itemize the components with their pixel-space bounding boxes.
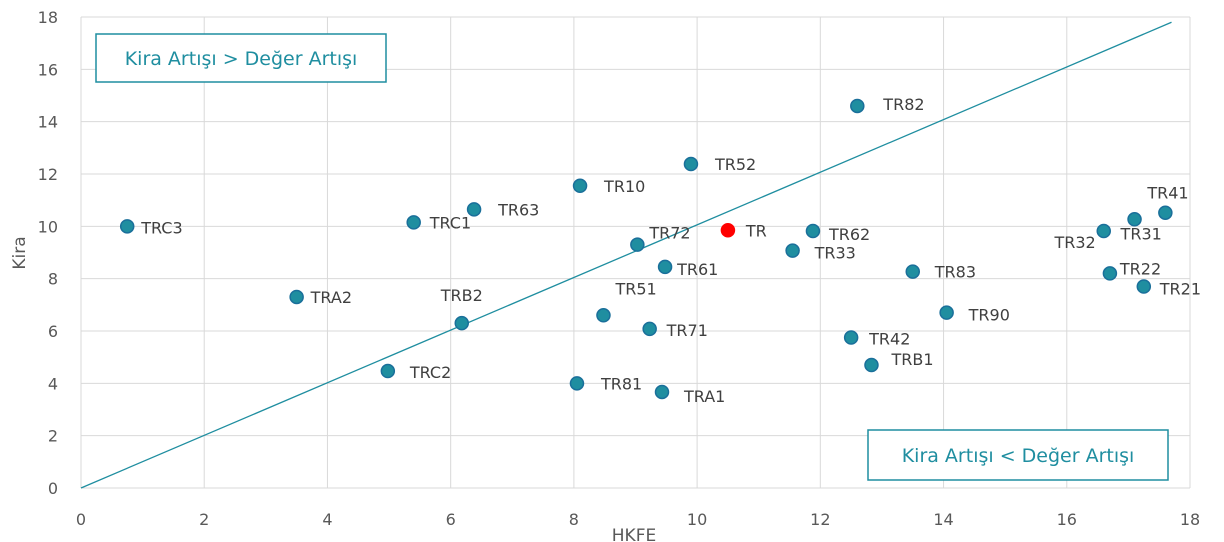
grid-lines <box>80 16 1191 489</box>
data-point <box>454 315 470 331</box>
data-point <box>805 223 821 239</box>
point-label: TRB1 <box>890 350 933 369</box>
data-point <box>850 98 865 114</box>
data-point <box>406 215 421 230</box>
point-label: TR33 <box>814 244 856 263</box>
data-point <box>654 384 670 400</box>
x-tick-label: 18 <box>1180 510 1200 529</box>
point-label: TR52 <box>714 155 756 174</box>
x-tick-label: 8 <box>569 510 579 529</box>
data-point <box>939 305 954 320</box>
point-label: TR41 <box>1146 184 1188 203</box>
point-label: TR71 <box>666 321 708 340</box>
data-point <box>596 308 611 323</box>
data-point <box>843 330 859 345</box>
data-point <box>864 357 879 373</box>
data-point <box>785 243 800 258</box>
point-label: TR82 <box>882 95 924 114</box>
point-label: TR <box>745 221 767 240</box>
y-axis-title: Kira <box>10 236 30 269</box>
data-point <box>380 363 396 379</box>
data-point <box>466 202 482 217</box>
point-label: TRB2 <box>440 286 483 305</box>
x-tick-label: 10 <box>687 510 707 529</box>
y-tick-label: 2 <box>48 427 58 446</box>
annotation-top-left: Kira Artışı > Değer Artışı <box>95 33 387 83</box>
annotation-box-top-left <box>95 33 387 83</box>
annotation-text-bottom-right: Kira Artışı < Değer Artışı <box>902 445 1135 467</box>
point-label: TR62 <box>828 225 870 244</box>
y-tick-label: 10 <box>38 217 58 236</box>
data-point <box>630 237 645 252</box>
x-tick-label: 4 <box>322 510 332 529</box>
x-tick-label: 0 <box>76 510 86 529</box>
x-axis-title: HKFE <box>612 526 656 542</box>
axis-ticks: 0 2 4 6 8 10 12 14 16 18 0 2 4 6 8 10 12 14 16 18 <box>38 8 1201 529</box>
annotation-text-top-left: Kira Artışı > Değer Artışı <box>125 48 358 70</box>
data-point <box>1127 212 1142 227</box>
data-point <box>289 289 304 305</box>
chart-marks: TRC3 TRA2 TRC2 TRC1 TRB2 TR63 TR81 TR10 TR51 TR72… <box>119 95 1201 406</box>
x-tick-label: 2 <box>199 510 209 529</box>
point-label: TR32 <box>1053 233 1095 252</box>
point-label: TRC2 <box>409 363 451 382</box>
point-label: TR10 <box>603 177 645 196</box>
point-label: TRA1 <box>683 387 725 406</box>
x-tick-label: 12 <box>810 510 830 529</box>
data-point <box>1102 266 1118 281</box>
x-tick-label: 14 <box>933 510 953 529</box>
data-point <box>1136 279 1152 294</box>
point-label: TRA2 <box>310 288 352 307</box>
y-tick-label: 0 <box>48 479 58 498</box>
data-point <box>905 264 920 279</box>
data-point <box>1158 205 1173 220</box>
data-point <box>683 156 699 172</box>
point-label: TR61 <box>676 260 718 279</box>
x-tick-label: 16 <box>1057 510 1077 529</box>
y-tick-label: 16 <box>38 60 58 79</box>
data-point <box>657 259 673 275</box>
point-label: TR83 <box>934 263 976 282</box>
x-tick-label: 6 <box>446 510 456 529</box>
point-label: TR31 <box>1120 224 1162 243</box>
point-label: TR22 <box>1119 259 1161 278</box>
y-tick-label: 12 <box>38 165 58 184</box>
y-tick-label: 14 <box>38 113 58 132</box>
point-label: TRC1 <box>429 213 471 232</box>
point-label: TRC3 <box>140 218 182 237</box>
reference-line <box>80 21 1172 489</box>
data-point <box>642 321 657 337</box>
data-point <box>1096 223 1111 239</box>
data-point-highlight <box>720 223 736 238</box>
point-label: TR81 <box>600 374 642 393</box>
y-tick-label: 18 <box>38 8 58 27</box>
annotation-bottom-right: Kira Artışı < Değer Artışı <box>867 429 1169 481</box>
y-tick-label: 6 <box>48 322 58 341</box>
y-tick-label: 8 <box>48 270 58 289</box>
data-point <box>119 219 135 234</box>
point-label: TR51 <box>614 279 656 298</box>
point-label: TR63 <box>497 200 539 219</box>
annotation-box-bottom-right <box>867 429 1169 481</box>
y-tick-label: 4 <box>48 374 58 393</box>
data-point <box>569 376 585 391</box>
point-label: TR90 <box>968 306 1010 325</box>
point-label: TR21 <box>1159 280 1201 299</box>
point-label: TR42 <box>868 330 910 349</box>
data-point <box>572 178 588 194</box>
point-label: TR72 <box>648 224 690 243</box>
